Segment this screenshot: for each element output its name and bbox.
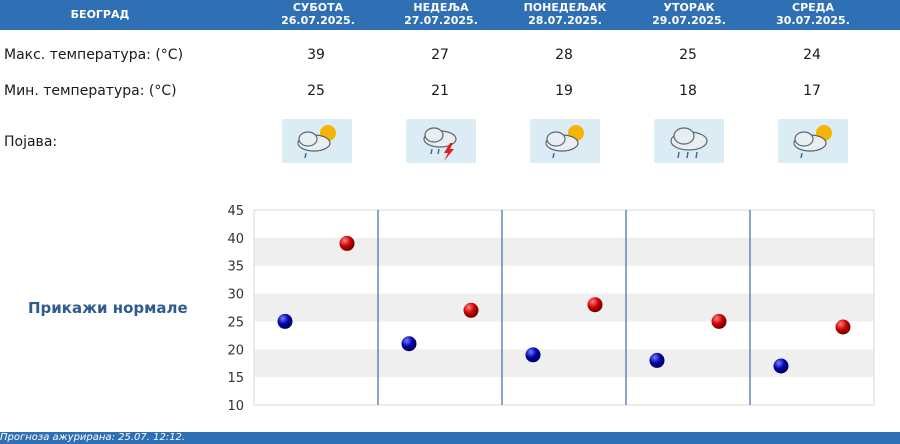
y-tick-label: 10 — [227, 399, 244, 414]
city-name: БЕОГРАД — [70, 8, 130, 21]
grid-band — [254, 237, 874, 266]
weekday-label: ПОНЕДЕЉАК — [523, 1, 607, 14]
min-temp-value: 25 — [307, 83, 325, 99]
y-tick-label: 40 — [227, 232, 244, 247]
max-temp-value: 25 — [679, 47, 697, 63]
min-temp-value: 19 — [555, 83, 573, 99]
date-label: 27.07.2025. — [404, 14, 478, 27]
y-tick-label: 20 — [227, 343, 244, 358]
max-temp-point — [463, 302, 479, 318]
min-temp-point — [401, 336, 417, 352]
date-label: 28.07.2025. — [528, 14, 602, 27]
phenomenon-label: Појава: — [4, 134, 58, 150]
date-label: 29.07.2025. — [652, 14, 726, 27]
min-temp-value: 21 — [431, 83, 449, 99]
max-temp-point — [835, 319, 851, 335]
max-temp-value: 39 — [307, 47, 325, 63]
partly-cloudy-rain-icon — [530, 119, 600, 163]
max-temp-point — [339, 235, 355, 251]
weekday-label: СРЕДА — [792, 1, 834, 14]
weekday-label: НЕДЕЉА — [413, 1, 469, 14]
data-points — [277, 235, 851, 374]
min-temp-label: Мин. температура: (°C) — [4, 83, 177, 99]
min-temp-point — [773, 358, 789, 374]
partly-cloudy-rain-icon — [778, 119, 848, 163]
grid-bands — [254, 237, 874, 378]
min-temp-value: 18 — [679, 83, 697, 99]
date-label: 30.07.2025. — [776, 14, 850, 27]
weekday-label: СУБОТА — [292, 1, 344, 14]
plot-frame — [253, 209, 875, 406]
min-temp-point — [525, 347, 541, 363]
max-temp-value: 24 — [803, 47, 821, 63]
max-temp-point — [587, 297, 603, 313]
weekday-label: УТОРАК — [663, 1, 715, 14]
day-header-1: СУБОТА 26.07.2025. — [258, 0, 378, 30]
y-tick-label: 30 — [227, 288, 244, 303]
min-temp-value: 17 — [803, 83, 821, 99]
cloud-rain-icon — [654, 119, 724, 163]
max-temp-value: 28 — [555, 47, 573, 63]
update-timestamp: Прогноза ажурирана: 25.07. 12:12. — [0, 432, 186, 443]
day-header-2: НЕДЕЉА 27.07.2025. — [381, 0, 501, 30]
day-header-3: ПОНЕДЕЉАК 28.07.2025. — [505, 0, 625, 30]
grid-band — [254, 293, 874, 322]
min-temp-point — [277, 313, 293, 329]
max-temp-point — [711, 313, 727, 329]
y-tick-label: 25 — [227, 315, 244, 330]
max-temp-value: 27 — [431, 47, 449, 63]
y-tick-label: 45 — [227, 204, 244, 219]
forecast-header: БЕОГРАД СУБОТА 26.07.2025. НЕДЕЉА 27.07.… — [0, 0, 900, 30]
grid-band — [254, 349, 874, 378]
min-temp-point — [649, 352, 665, 368]
date-label: 26.07.2025. — [281, 14, 355, 27]
partly-cloudy-rain-icon — [282, 119, 352, 163]
day-header-5: СРЕДА 30.07.2025. — [753, 0, 873, 30]
day-header-4: УТОРАК 29.07.2025. — [629, 0, 749, 30]
day-separators — [377, 210, 751, 405]
max-temp-label: Макс. температура: (°C) — [4, 47, 184, 63]
y-tick-label: 35 — [227, 260, 244, 275]
y-axis: 10 15 20 25 30 35 40 45 — [227, 204, 244, 414]
thunderstorm-icon — [406, 119, 476, 163]
y-tick-label: 15 — [227, 371, 244, 386]
show-normals-link[interactable]: Прикажи нормале — [28, 299, 188, 317]
footer-bar: Прогноза ажурирана: 25.07. 12:12. — [0, 432, 900, 444]
